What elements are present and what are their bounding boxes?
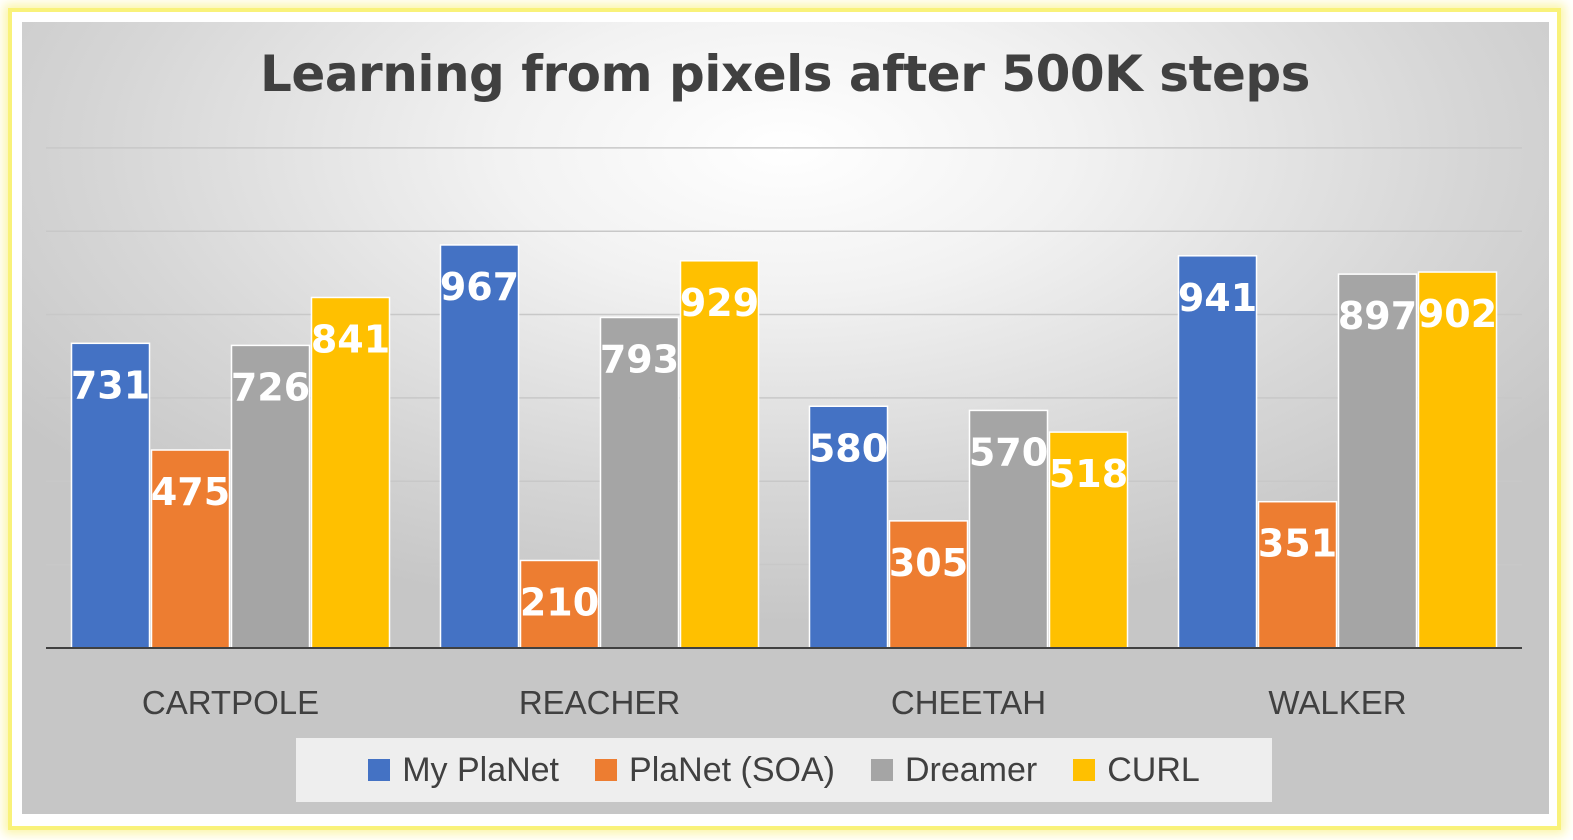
- bar-cheetah-1: [888, 520, 969, 649]
- data-label: 841: [311, 317, 390, 361]
- data-label: 902: [1418, 292, 1497, 336]
- bar-cartpole-1: [150, 449, 231, 649]
- data-label: 305: [889, 541, 968, 585]
- data-label: 967: [440, 265, 519, 309]
- bar-walker-2: [1337, 273, 1418, 649]
- data-label: 793: [600, 337, 679, 381]
- legend-swatch: [595, 759, 618, 781]
- bar-cheetah-0: [808, 405, 889, 649]
- bar-reacher-1: [519, 559, 600, 649]
- legend-item: CURL: [1073, 751, 1200, 790]
- bar-reacher-3: [679, 260, 760, 649]
- data-label: 210: [520, 580, 599, 624]
- data-label: 570: [969, 430, 1048, 474]
- bar-walker-0: [1177, 255, 1258, 649]
- data-label: 475: [151, 470, 230, 514]
- legend-item: Dreamer: [870, 750, 1038, 790]
- data-label: 726: [231, 365, 310, 409]
- data-label: 941: [1178, 276, 1257, 320]
- bar-cartpole-2: [230, 344, 311, 649]
- legend-item: My PlaNet: [368, 751, 559, 790]
- legend-swatch: [1073, 759, 1096, 781]
- data-label: 351: [1258, 522, 1337, 566]
- data-label: 518: [1049, 452, 1128, 496]
- data-label: 580: [809, 426, 888, 470]
- legend-label: PlaNet (SOA): [629, 750, 835, 789]
- category-label: CHEETAH: [891, 684, 1046, 721]
- legend-swatch: [368, 759, 391, 781]
- bar-reacher-2: [599, 316, 680, 649]
- data-label: 929: [680, 281, 759, 325]
- legend-label: CURL: [1107, 750, 1200, 789]
- category-label: REACHER: [519, 684, 680, 721]
- legend-label: My PlaNet: [402, 750, 560, 789]
- legend-label: Dreamer: [904, 750, 1038, 789]
- data-label: 897: [1338, 294, 1417, 338]
- data-label: 731: [71, 363, 150, 407]
- legend: My PlaNet PlaNet (SOA) Dreamer CURL: [296, 738, 1272, 802]
- category-label: CARTPOLE: [142, 684, 319, 721]
- legend-item: PlaNet (SOA): [595, 751, 835, 790]
- bar-cheetah-2: [968, 409, 1049, 649]
- chart-title: Learning from pixels after 500K steps: [260, 45, 1310, 103]
- bar-cartpole-0: [70, 342, 151, 649]
- bar-walker-3: [1417, 271, 1498, 649]
- legend-swatch: [870, 759, 893, 781]
- category-label: WALKER: [1268, 684, 1406, 721]
